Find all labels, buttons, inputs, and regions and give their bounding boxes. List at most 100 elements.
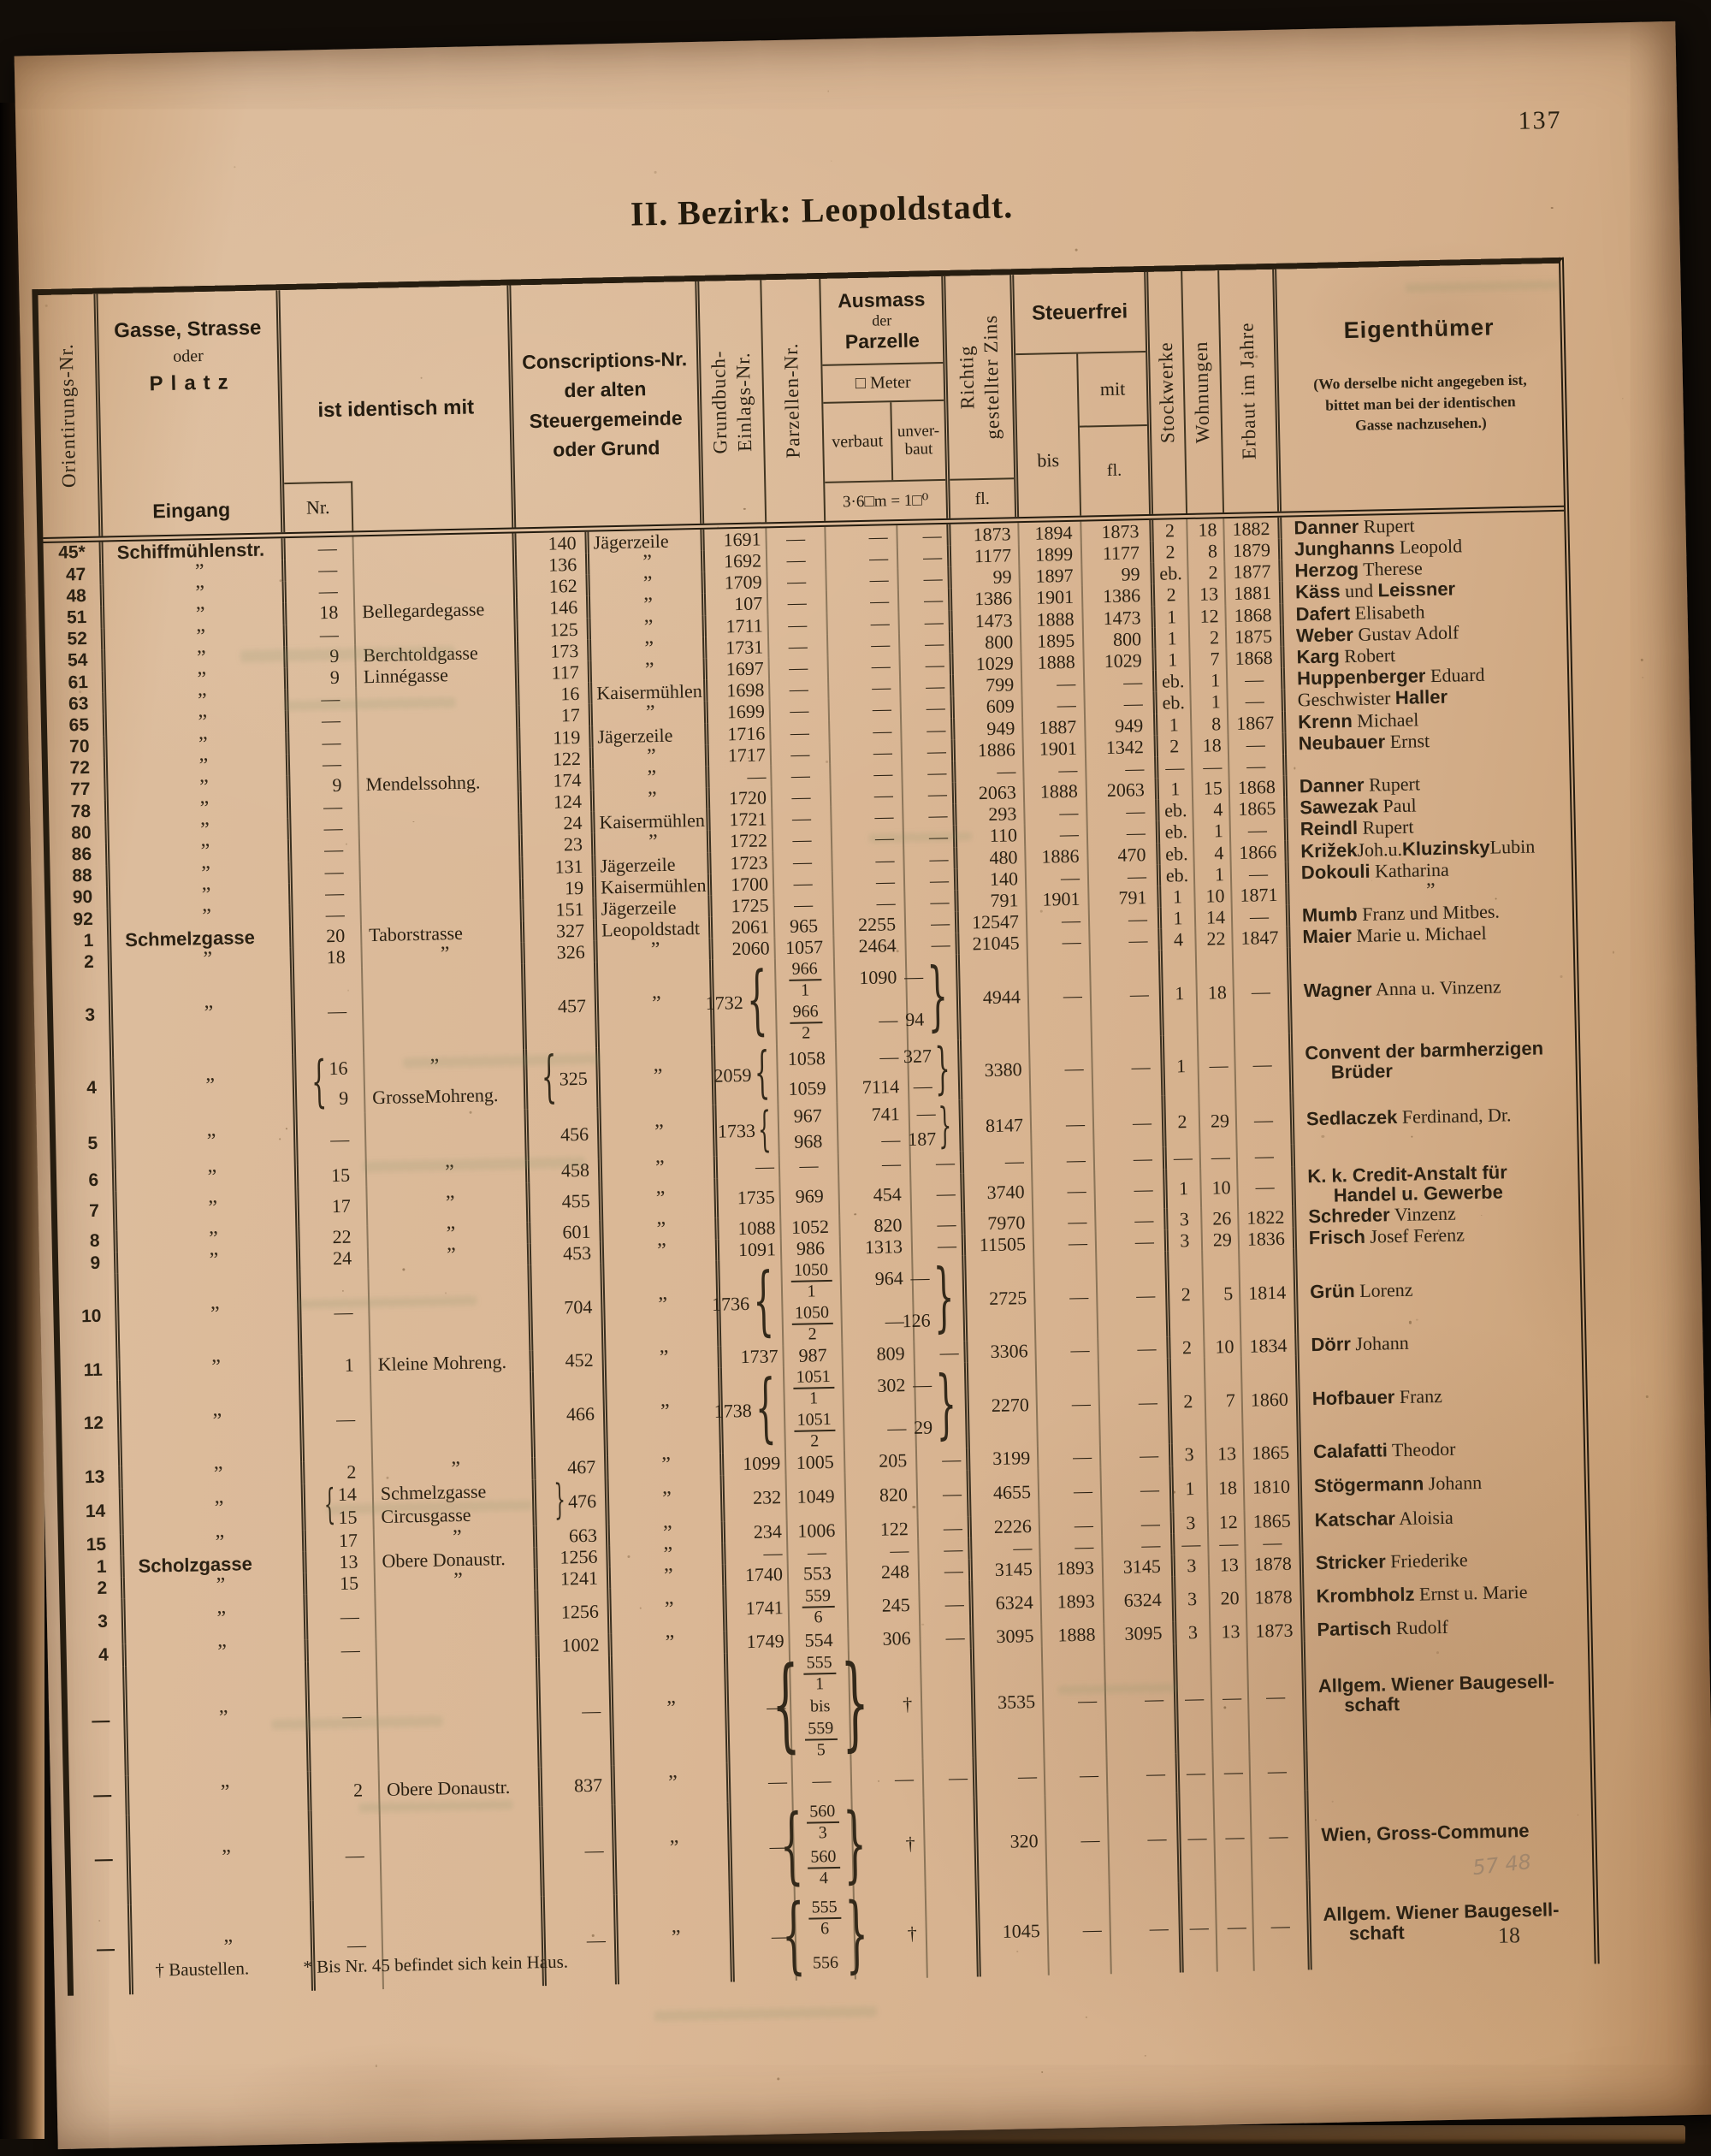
cell-wo: 26 <box>1202 1207 1240 1229</box>
cell-or: 72 <box>48 757 109 780</box>
cell-mit: 1873 <box>1081 520 1154 543</box>
cell-sg: ” <box>594 744 709 768</box>
cell-or: 2 <box>65 1578 126 1601</box>
cell-or: 4 <box>54 1058 115 1119</box>
cell-er: 1865 <box>1246 1509 1304 1532</box>
cell-sg: Kaisermühlen <box>596 874 712 898</box>
cell-er: — <box>1232 862 1290 885</box>
brace-mark: } <box>554 1484 566 1521</box>
cell-wo: 12 <box>1189 605 1227 627</box>
cell-er: 1865 <box>1244 1442 1302 1465</box>
cell-or: 51 <box>44 607 105 630</box>
cell-c: } 476 <box>536 1478 610 1525</box>
cell-er: — <box>1235 1034 1294 1094</box>
cell-gb: 1731 <box>707 636 770 659</box>
orientirungs-nr-label: Orientirungs-Nr. <box>55 343 82 488</box>
cell-uv: —29} <box>915 1363 970 1449</box>
cell-id <box>377 1657 542 1770</box>
cell-gb: 1733{ <box>716 1105 779 1158</box>
cell-g: ” <box>118 1270 302 1359</box>
cell-g: ” <box>112 968 296 1057</box>
brace-mark: { <box>771 1661 801 1752</box>
cell-z: 8147 <box>962 1099 1032 1152</box>
cell-wo: 7 <box>1190 648 1228 670</box>
cell-st: 1 <box>1162 907 1197 929</box>
eingang-label: Eingang <box>152 498 230 523</box>
cell-st: 3 <box>1176 1621 1211 1644</box>
cell-nr: — <box>293 903 362 926</box>
cell-sg: ” <box>590 594 706 618</box>
cell-wo: — <box>1201 1146 1239 1168</box>
cell-vb: — <box>826 547 899 570</box>
cell-bis: — <box>1043 1645 1108 1756</box>
cell-st: 2 <box>1155 583 1190 606</box>
cell-c: 24 <box>522 812 595 835</box>
brace-mark: } <box>935 1372 957 1441</box>
cell-er: — <box>1231 819 1289 842</box>
cell-er: — <box>1234 948 1293 1034</box>
cell-uv: — <box>899 610 953 632</box>
cell-id <box>376 1590 539 1639</box>
cell-gb: 107 <box>706 593 769 616</box>
cell-pz: 969 <box>780 1176 840 1217</box>
cell-pz: — <box>767 527 826 549</box>
cell-c: {325 <box>527 1048 601 1110</box>
cell-sg: Kaisermühlen <box>592 680 707 704</box>
cell-er: — <box>1229 755 1288 778</box>
cell-z: 3095 <box>974 1625 1043 1648</box>
paper-stain <box>227 2038 588 2148</box>
cell-st: eb. <box>1154 562 1189 584</box>
cell-gb: 1722 <box>711 830 774 853</box>
parzelle-label: Parzelle <box>845 329 920 353</box>
cell-st: eb. <box>1157 670 1192 692</box>
cell-or: 78 <box>49 801 110 824</box>
cell-sg: ” <box>595 788 710 812</box>
cell-wo: 13 <box>1211 1620 1248 1643</box>
cell-uv <box>927 1886 981 1977</box>
cell-pz: 1006 <box>788 1519 848 1542</box>
brace-mark: { <box>746 968 768 1036</box>
cell-sg: ” <box>590 615 706 639</box>
cell-vb: — <box>832 826 905 850</box>
col-header-eigenthuemer: Eigenthümer (Wo derselbe nicht angegeben… <box>1276 264 1564 512</box>
cell-nr: — <box>290 752 359 775</box>
cell-wo: 8 <box>1192 713 1229 735</box>
cell-vb: — <box>830 697 903 720</box>
cell-mit: — <box>1090 929 1163 952</box>
cell-pz: — <box>788 1541 848 1564</box>
cell-wo: — <box>1209 1532 1246 1555</box>
cell-gb: 1736{ <box>719 1259 784 1347</box>
cell-mit: — <box>1092 1036 1165 1098</box>
cell-z: 12547 <box>959 910 1028 933</box>
cell-vb: — <box>831 762 903 785</box>
cell-c: 1256 <box>538 1589 612 1636</box>
cell-or: 6 <box>56 1170 117 1193</box>
cell-nr: 22 <box>299 1225 369 1248</box>
cell-nr: — <box>289 709 358 732</box>
table-header: Orientirungs-Nr. Gasse, Strasse oder Pla… <box>38 264 1564 543</box>
cell-c: 17 <box>520 704 594 727</box>
cell-mit: 3145 <box>1104 1555 1176 1578</box>
cell-st: — <box>1167 1146 1202 1169</box>
cell-c: 117 <box>519 661 593 684</box>
cell-bis: — <box>1031 1098 1094 1151</box>
cell-nr: 20 <box>293 925 363 948</box>
cell-vb: — <box>828 654 901 678</box>
cell-bis: 1897 <box>1020 565 1083 588</box>
cell-bis: — <box>1027 909 1091 933</box>
cell-vb: 248 <box>848 1561 921 1584</box>
cell-nr: — <box>300 1268 370 1355</box>
cell-sg: Jägerzeile <box>596 896 712 920</box>
cell-or: 77 <box>48 779 109 802</box>
cell-c: — <box>540 1656 615 1767</box>
cell-bis: 1901 <box>1024 737 1087 760</box>
cell-mit: — <box>1096 1208 1169 1231</box>
cell-or: 5 <box>56 1118 116 1170</box>
cell-wo: 8 <box>1188 540 1226 562</box>
brace-mark: { <box>324 1488 336 1525</box>
cell-mit: 99 <box>1082 563 1155 586</box>
cell-er: 1822 <box>1239 1205 1297 1229</box>
cell-nr: 15 <box>307 1572 376 1595</box>
cell-or: — <box>70 1815 132 1905</box>
cell-z: 1873 <box>950 523 1020 546</box>
